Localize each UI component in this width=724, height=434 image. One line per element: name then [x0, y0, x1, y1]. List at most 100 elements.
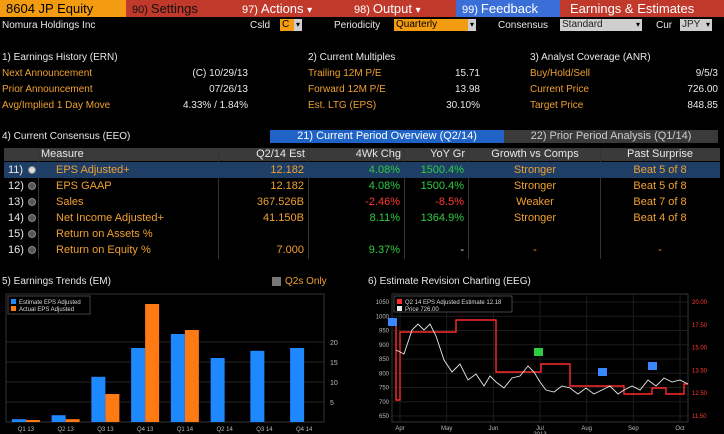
bar [290, 348, 305, 422]
analyst-coverage-row-label: Current Price [530, 84, 589, 95]
left-tick-label: 900 [379, 343, 390, 349]
legend-label: Estimate EPS Adjusted [19, 300, 81, 306]
earnings-history-row-label: Prior Announcement [2, 84, 93, 95]
left-tick-label: 1000 [376, 314, 390, 320]
cell-chg: 8.11% [369, 212, 400, 224]
cell-measure: Sales [56, 196, 84, 208]
company-name: Nomura Holdings Inc [2, 20, 96, 31]
table-row[interactable]: 13) Sales 367.526B -2.46% -8.5% Weaker Beat 7 … [4, 194, 720, 210]
right-tick-label: 20.00 [692, 300, 708, 306]
periodicity-dropdown-icon[interactable]: ▾ [468, 19, 476, 31]
left-tick-label: 700 [379, 400, 390, 406]
consensus-dropdown-icon[interactable]: ▾ [634, 19, 642, 31]
table-row[interactable]: 15) Return on Assets % [4, 226, 720, 242]
current-multiples-title: 2) Current Multiples [308, 52, 396, 63]
earnings-history-row-label: Avg/Implied 1 Day Move [2, 100, 111, 111]
cell-surprise: Beat 5 of 8 [633, 180, 687, 192]
current-multiples-row-label: Trailing 12M P/E [308, 68, 382, 79]
csld-dropdown-icon[interactable]: ▾ [294, 19, 302, 31]
earnings-history-row-label: Next Announcement [2, 68, 93, 79]
left-tick-label: 650 [379, 414, 390, 420]
table-row[interactable]: 14) Net Income Adjusted+ 41.150B 8.11% 1364.… [4, 210, 720, 226]
consensus-label: Consensus [498, 20, 549, 31]
cell-est: 41.150B [263, 212, 304, 224]
price-line [395, 323, 689, 395]
cell-surprise [602, 226, 718, 242]
year-label: 2013 [533, 432, 547, 434]
csld-label: Csld [250, 20, 271, 31]
bar [65, 419, 80, 422]
tab-prior-period[interactable]: 22) Prior Period Analysis (Q1/14) [504, 130, 718, 143]
settings-button[interactable]: 90) Settings [126, 0, 236, 17]
cell-est: 12.182 [270, 164, 304, 176]
event-marker [648, 362, 657, 370]
row-radio-button[interactable] [28, 246, 36, 254]
column-header[interactable]: Q2/14 Est [256, 148, 305, 160]
table-row[interactable]: 11) EPS Adjusted+ 12.182 4.08% 1500.4% Strong… [4, 162, 720, 178]
cell-comp: - [533, 244, 537, 256]
x-tick-label: Q4 13 [137, 427, 154, 433]
q2s-only-checkbox[interactable] [272, 277, 281, 286]
column-header[interactable]: Growth vs Comps [491, 148, 579, 160]
estimate-line [395, 319, 688, 401]
csld-select[interactable]: C [280, 19, 294, 31]
cell-comp [470, 226, 600, 242]
row-radio-button[interactable] [28, 230, 36, 238]
earnings-history-title[interactable]: 1) Earnings History (ERN) [2, 52, 118, 63]
column-header[interactable]: 4Wk Chg [355, 148, 401, 160]
right-tick-label: 17.50 [692, 323, 708, 329]
actions-button[interactable]: 97) Actions ▾ [236, 0, 348, 17]
left-tick-label: 850 [379, 357, 390, 363]
column-header[interactable]: YoY Gr [430, 148, 465, 160]
cell-yoy: 1500.4% [420, 164, 464, 176]
estimate-revision-title[interactable]: 6) Estimate Revision Charting (EEG) [368, 276, 531, 287]
left-tick-label: 1050 [376, 300, 390, 306]
cell-est: 12.182 [270, 180, 304, 192]
actions-number: 97) [242, 4, 258, 16]
currency-select[interactable]: JPY [680, 19, 704, 31]
legend-label: Actual EPS Adjusted [19, 307, 74, 313]
cell-comp: Stronger [513, 180, 557, 192]
tab-current-period[interactable]: 21) Current Period Overview (Q2/14) [270, 130, 504, 143]
event-marker [534, 348, 543, 356]
q2s-only-label: Q2s Only [285, 276, 327, 287]
earnings-trends-chart: 5 10 15 20 Q1 13 Q2 13 Q3 13 Q4 13 Q1 14 Q2 14 Q3 … [5, 293, 338, 433]
consensus-select[interactable]: Standard [560, 19, 634, 31]
periodicity-select[interactable]: Quarterly [394, 19, 468, 31]
x-tick-label: Aug [581, 426, 592, 432]
cell-comp: Weaker [516, 196, 554, 208]
output-button[interactable]: 98) Output ▾ [348, 0, 456, 17]
row-radio-button[interactable] [28, 166, 36, 174]
x-tick-label: Sep [628, 426, 639, 432]
column-header[interactable]: Measure [41, 148, 84, 160]
row-radio-button[interactable] [28, 182, 36, 190]
legend-swatch [11, 306, 16, 311]
current-consensus-title[interactable]: 4) Current Consensus (EEO) [2, 131, 131, 142]
feedback-button[interactable]: 99) Feedback [456, 0, 560, 17]
earnings-trends-title[interactable]: 5) Earnings Trends (EM) [2, 276, 111, 287]
table-row[interactable]: 16) Return on Equity % 7.000 9.37% - - - [4, 242, 720, 258]
analyst-coverage-title[interactable]: 3) Analyst Coverage (ANR) [530, 52, 651, 63]
x-tick-label: May [441, 426, 452, 432]
currency-label: Cur [656, 20, 673, 31]
legend-swatch [397, 299, 402, 304]
column-divider [404, 148, 405, 259]
cell-yoy: - [460, 244, 464, 256]
cell-n: 16) [8, 244, 24, 256]
actions-label: Actions [260, 1, 304, 16]
column-header[interactable]: Past Surprise [626, 148, 694, 160]
table-row[interactable]: 12) EPS GAAP 12.182 4.08% 1500.4% Stronger Bea… [4, 178, 720, 194]
ticker-field[interactable]: 8604 JP Equity [0, 0, 126, 17]
bar [105, 394, 120, 422]
event-marker [598, 368, 607, 376]
cell-surprise: Beat 5 of 8 [633, 164, 687, 176]
analyst-coverage-row-value: 726.00 [687, 84, 718, 95]
row-radio-button[interactable] [28, 214, 36, 222]
currency-dropdown-icon[interactable]: ▾ [704, 19, 712, 31]
output-number: 98) [354, 4, 370, 16]
cell-yoy: 1500.4% [420, 180, 464, 192]
plot-area [5, 293, 325, 423]
output-label: Output [372, 1, 412, 16]
row-radio-button[interactable] [28, 198, 36, 206]
cell-measure: Return on Assets % [56, 228, 153, 240]
